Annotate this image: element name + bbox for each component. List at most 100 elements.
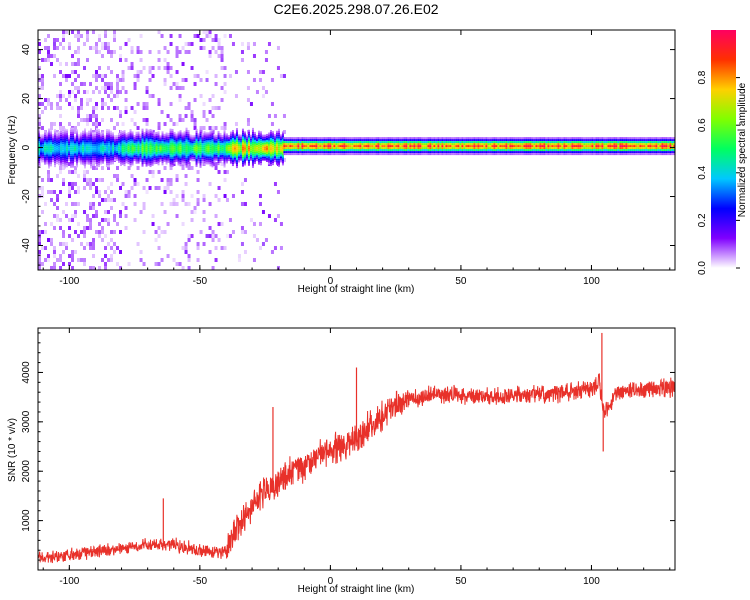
spectrogram-cell [585,147,588,150]
spectrogram-cell [269,140,272,143]
spectrogram-cell [173,138,176,141]
spectrogram-cell [379,143,382,146]
spectrogram-cell [52,160,54,163]
spectrogram-cell [261,86,265,90]
spectrogram-cell [59,98,62,102]
spectrogram-cell [373,145,376,148]
spectrogram-cell [104,262,107,266]
spectrogram-cell [135,145,138,148]
spectrogram-cell [50,54,53,58]
spectrogram-cell [163,149,166,152]
spectrogram-cell [539,149,542,152]
spectrogram-cell [673,143,675,146]
spectrogram-cell [80,154,82,157]
spectrogram-cell [108,151,110,154]
spectrogram-cell [223,149,226,152]
spectrogram-cell [177,159,180,162]
spectrogram-cell [102,133,104,136]
spectrogram-cell [297,147,300,150]
spectrogram-cell [241,134,244,137]
spectrogram-cell [50,162,52,165]
spectrogram-cell [68,182,71,186]
spectrogram-cell [100,140,102,143]
spectrogram-cell [523,139,526,142]
spectrogram-cell [369,145,372,148]
spectrogram-cell [315,139,318,142]
spectrogram-cell [217,153,220,156]
spectrogram-cell [159,141,162,144]
spectrogram-cell [157,137,160,140]
spectrogram-cell [100,152,102,155]
spectrogram-cell [98,165,100,168]
spectrogram-cell [136,126,140,130]
spectrogram-cell [637,139,640,142]
spectrogram-cell [195,144,198,147]
spectrogram-cell [89,266,92,270]
spectrogram-cell [169,138,172,141]
spectrogram-cell [267,154,270,157]
spectrogram-cell [327,149,330,152]
spectrogram-cell [493,137,496,140]
spectrogram-cell [135,147,138,150]
spectrogram-cell [357,145,360,148]
spectrogram-cell [116,246,119,250]
spectrogram-cell [643,141,646,144]
spectrogram-cell [483,153,486,156]
spectrogram-cell [82,148,84,151]
spectrogram-cell [471,147,474,150]
spectrogram-cell [106,137,108,140]
spectrogram-cell [98,163,100,166]
spectrogram-cell [307,137,310,140]
spectrogram-cell [519,153,522,156]
spectrogram-cell [433,143,436,146]
spectrogram-cell [113,30,116,34]
spectrogram-cell [607,141,610,144]
spectrogram-cell [220,222,224,226]
spectrogram-cell [437,143,440,146]
spectrogram-cell [163,151,166,154]
spectrogram-cell [277,140,280,143]
spectrogram-cell [305,145,308,148]
spectrogram-cell [331,147,334,150]
spectrogram-cell [263,144,266,147]
spectrogram-cell [359,149,362,152]
spectrogram-cell [463,139,466,142]
spectrogram-cell [159,151,162,154]
spectrogram-cell [345,145,348,148]
spectrogram-cell [88,152,90,155]
spectrogram-cell [58,137,60,140]
spectrogram-cell [349,151,352,154]
spectrogram-cell [157,149,160,152]
spectrogram-cell [104,143,106,146]
spectrogram-cell [489,141,492,144]
spectrogram-cell [78,134,80,137]
spectrogram-cell [231,42,235,46]
spectrogram-cell [439,149,442,152]
spectrogram-cell [135,151,138,154]
spectrogram-cell [211,165,214,168]
spectrogram-cell [38,145,40,148]
spectrogram-cell [339,149,342,152]
spectrogram-cell [44,150,46,153]
spectrogram-cell [553,139,556,142]
spectrogram-cell [581,147,584,150]
spectrogram-cell [149,131,152,134]
spectrogram-cell [78,138,80,141]
spectrogram-cell [507,149,510,152]
spectrogram-cell [241,162,244,165]
spectrogram-cell [241,156,244,159]
spectrogram-cell [353,143,356,146]
spectrogram-cell [246,42,250,46]
spectrogram-cell [147,129,150,132]
spectrogram-cell [160,110,164,114]
spectrogram-cell [403,145,406,148]
spectrogram-cell [459,147,462,150]
spectrogram-cell [331,149,334,152]
spectrogram-cell [407,147,410,150]
spectrogram-cell [223,133,226,136]
spectrogram-cell [96,162,98,165]
spectrogram-cell [237,158,240,161]
spectrogram-cell [120,154,122,157]
spectrogram-cell [387,141,390,144]
spectrogram-cell [107,194,110,198]
